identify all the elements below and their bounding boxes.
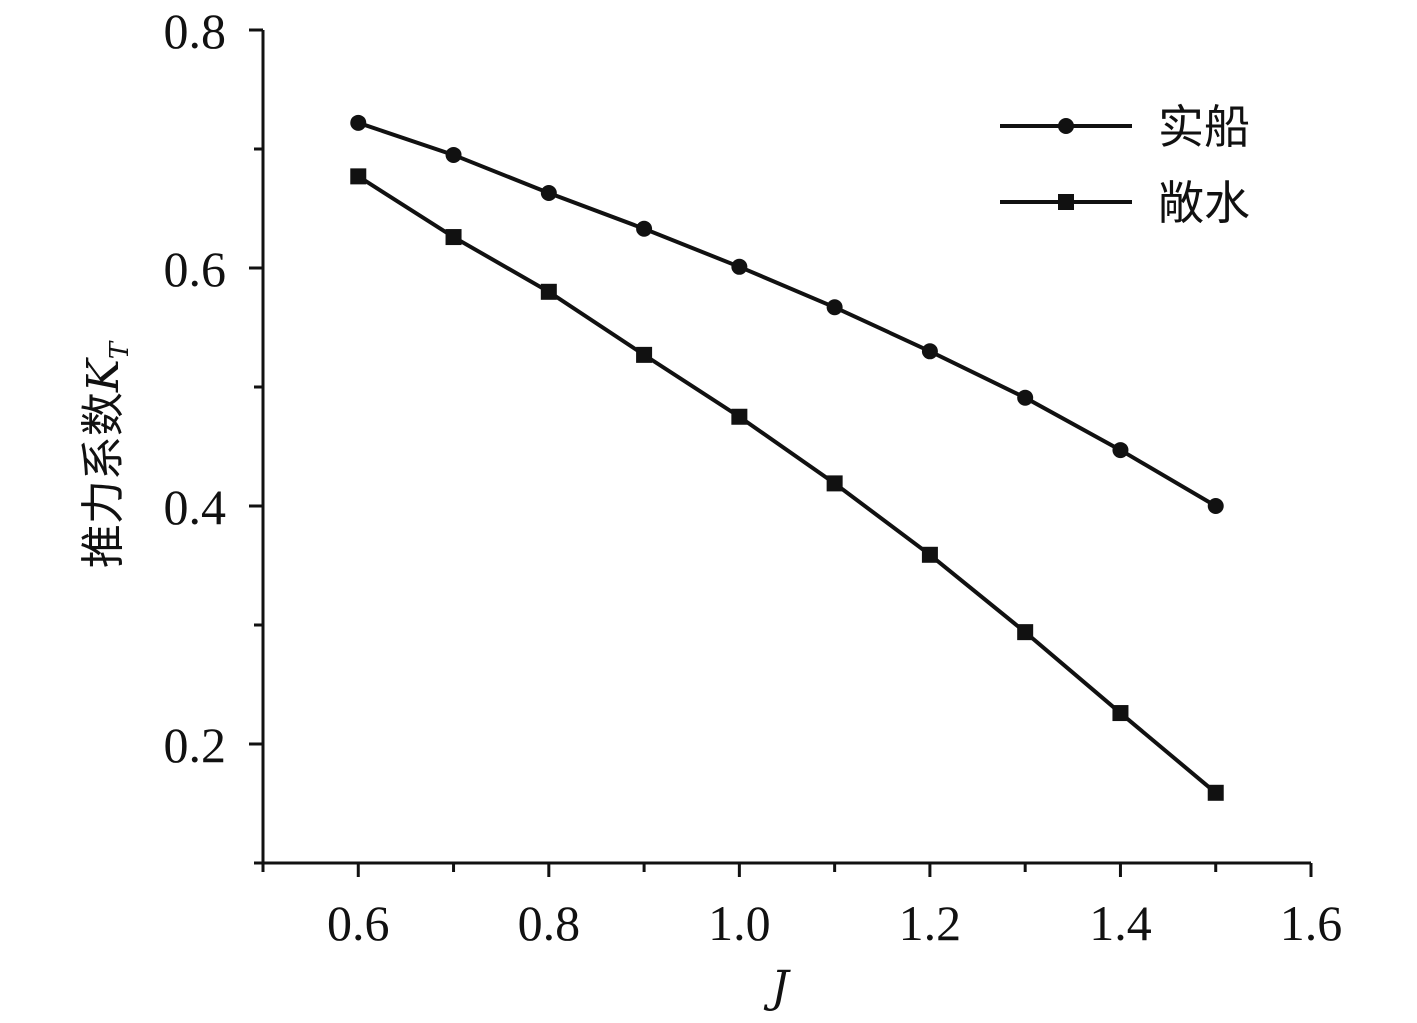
x-tick-label: 1.6 (1280, 895, 1343, 951)
data-point-ship (540, 185, 557, 202)
data-point-ship (636, 220, 653, 237)
data-point-open-water (1017, 624, 1034, 641)
data-point-open-water (636, 346, 653, 363)
data-point-open-water (731, 408, 748, 425)
y-axis-title: 推力系数KT (78, 340, 135, 568)
data-point-ship (921, 343, 938, 360)
data-point-open-water (540, 283, 557, 300)
legend: 实船 敞水 (1000, 100, 1250, 230)
y-tick-label: 0.8 (164, 3, 227, 59)
data-point-open-water (1112, 705, 1129, 722)
data-point-ship (445, 146, 462, 163)
series-open-water (350, 168, 1224, 801)
axis-ticks: 0.6 0.8 1.0 1.2 1.4 1.6 0.2 0.4 0.6 0.8 (164, 3, 1343, 951)
plot-series (350, 114, 1224, 801)
x-tick-label: 0.8 (518, 895, 581, 951)
legend-marker-square (1058, 194, 1074, 210)
x-tick-label: 1.0 (708, 895, 771, 951)
y-tick-label: 0.2 (164, 717, 227, 773)
axes (261, 30, 1311, 865)
legend-item-ship: 实船 (1000, 100, 1250, 154)
data-point-ship (731, 258, 748, 275)
x-tick-label: 1.4 (1089, 895, 1152, 951)
series-line-ship (357, 120, 1217, 508)
y-tick-label: 0.6 (164, 241, 227, 297)
data-point-ship (1207, 498, 1224, 514)
data-point-open-water (826, 475, 843, 492)
data-point-open-water (350, 168, 367, 185)
series-ship (350, 114, 1224, 514)
data-point-ship (826, 299, 843, 316)
data-point-open-water (445, 229, 462, 246)
x-tick-label: 1.2 (899, 895, 962, 951)
y-axis-title-main: 推力系数 (78, 392, 129, 568)
series-line-open-water (357, 174, 1218, 795)
data-point-ship (1017, 389, 1034, 406)
data-point-open-water (921, 546, 938, 563)
legend-item-open-water: 敞水 (1000, 176, 1250, 230)
data-point-ship (350, 114, 367, 131)
x-axis-title: J (763, 962, 791, 1013)
y-axis-title-symbol: K (78, 357, 129, 393)
y-axis-title-subscript: T (105, 340, 135, 359)
y-tick-label: 0.4 (164, 479, 227, 535)
legend-marker-circle (1058, 118, 1074, 134)
legend-label-ship: 实船 (1158, 100, 1250, 154)
data-point-open-water (1207, 784, 1224, 801)
x-tick-label: 0.6 (327, 895, 390, 951)
data-point-ship (1112, 442, 1129, 459)
legend-label-open-water: 敞水 (1158, 176, 1250, 230)
